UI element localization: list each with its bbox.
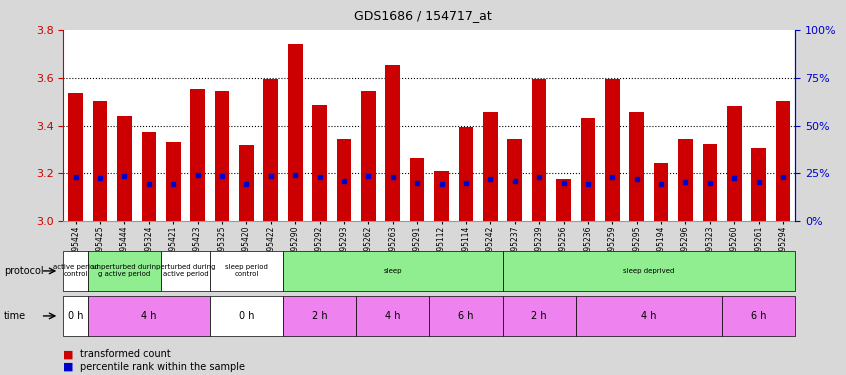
Text: percentile rank within the sample: percentile rank within the sample	[80, 362, 245, 372]
Bar	[776, 100, 790, 221]
Bar	[93, 100, 107, 221]
Bar	[337, 139, 351, 221]
Bar	[239, 145, 254, 221]
Bar	[654, 163, 668, 221]
Text: 0 h: 0 h	[68, 311, 84, 321]
Text: protocol: protocol	[4, 266, 44, 276]
Bar	[702, 144, 717, 221]
Text: sleep: sleep	[383, 268, 402, 274]
Bar	[483, 112, 497, 221]
Bar	[386, 64, 400, 221]
Text: 2 h: 2 h	[312, 311, 327, 321]
Bar	[215, 91, 229, 221]
Bar	[69, 93, 83, 221]
Text: ■: ■	[63, 362, 74, 372]
Text: 0 h: 0 h	[239, 311, 254, 321]
Text: 6 h: 6 h	[459, 311, 474, 321]
Bar	[727, 106, 742, 221]
Bar	[459, 127, 473, 221]
Bar	[556, 179, 571, 221]
Bar	[166, 142, 180, 221]
Text: 4 h: 4 h	[141, 311, 157, 321]
Text: sleep deprived: sleep deprived	[624, 268, 674, 274]
Text: time: time	[4, 311, 26, 321]
Bar	[580, 118, 596, 221]
Bar	[361, 91, 376, 221]
Bar	[141, 132, 157, 221]
Text: perturbed during
active period: perturbed during active period	[156, 264, 215, 278]
Text: GDS1686 / 154717_at: GDS1686 / 154717_at	[354, 9, 492, 22]
Text: transformed count: transformed count	[80, 350, 171, 359]
Bar	[629, 112, 644, 221]
Text: active period
control: active period control	[52, 264, 98, 278]
Bar	[190, 88, 205, 221]
Text: ■: ■	[63, 350, 74, 359]
Bar	[751, 148, 766, 221]
Bar	[508, 139, 522, 221]
Bar	[605, 79, 619, 221]
Bar	[312, 105, 327, 221]
Text: 2 h: 2 h	[531, 311, 547, 321]
Bar	[434, 171, 449, 221]
Bar	[117, 116, 132, 221]
Bar	[263, 79, 278, 221]
Text: 4 h: 4 h	[385, 311, 400, 321]
Bar	[532, 79, 547, 221]
Text: sleep period
control: sleep period control	[225, 264, 268, 278]
Text: 4 h: 4 h	[641, 311, 656, 321]
Bar	[288, 44, 303, 221]
Text: 6 h: 6 h	[751, 311, 766, 321]
Bar	[409, 158, 425, 221]
Bar	[678, 139, 693, 221]
Text: unperturbed durin
g active period: unperturbed durin g active period	[92, 264, 157, 278]
